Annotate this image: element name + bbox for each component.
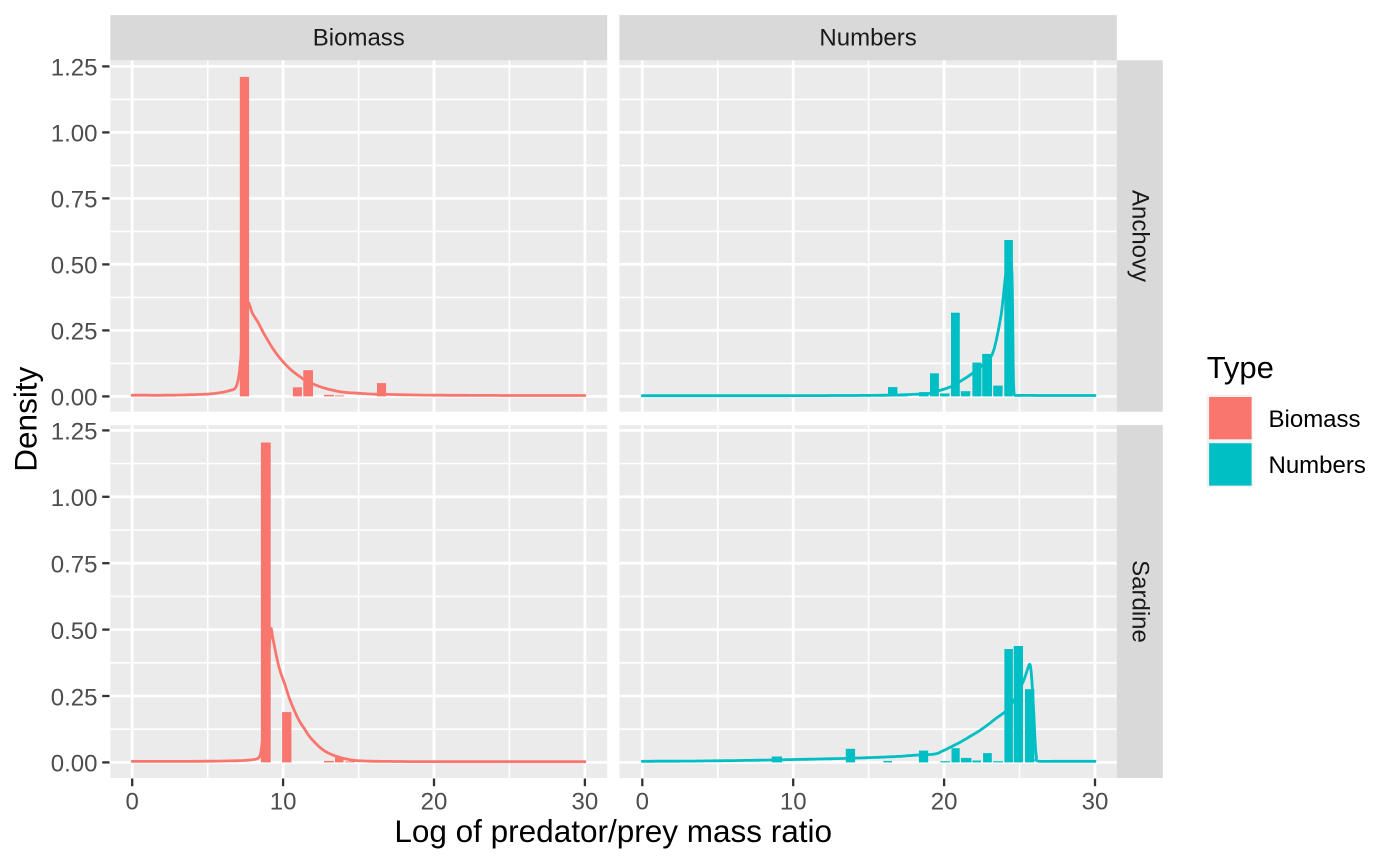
svg-text:0: 0 bbox=[636, 788, 649, 815]
svg-text:0.50: 0.50 bbox=[51, 618, 98, 645]
svg-text:Density: Density bbox=[8, 366, 44, 471]
svg-text:Biomass: Biomass bbox=[313, 24, 405, 51]
svg-text:0.25: 0.25 bbox=[51, 684, 98, 711]
svg-text:Type: Type bbox=[1207, 350, 1274, 385]
svg-text:30: 30 bbox=[572, 788, 599, 815]
svg-text:20: 20 bbox=[421, 788, 448, 815]
svg-text:10: 10 bbox=[270, 788, 297, 815]
svg-text:20: 20 bbox=[931, 788, 958, 815]
svg-text:10: 10 bbox=[780, 788, 807, 815]
svg-text:0.25: 0.25 bbox=[51, 319, 98, 346]
svg-text:1.00: 1.00 bbox=[51, 485, 98, 512]
svg-text:Anchovy: Anchovy bbox=[1126, 190, 1153, 282]
svg-text:0.50: 0.50 bbox=[51, 253, 98, 280]
svg-text:0.00: 0.00 bbox=[51, 385, 98, 412]
svg-text:1.25: 1.25 bbox=[51, 419, 98, 446]
svg-text:0: 0 bbox=[126, 788, 139, 815]
svg-text:Log of predator/prey mass rati: Log of predator/prey mass ratio bbox=[394, 813, 832, 849]
svg-text:1.25: 1.25 bbox=[51, 55, 98, 82]
svg-text:0.75: 0.75 bbox=[51, 552, 98, 579]
svg-text:Numbers: Numbers bbox=[819, 24, 916, 51]
svg-text:1.00: 1.00 bbox=[51, 121, 98, 148]
svg-text:Sardine: Sardine bbox=[1126, 560, 1153, 643]
svg-text:30: 30 bbox=[1082, 788, 1109, 815]
svg-text:0.00: 0.00 bbox=[51, 751, 98, 778]
svg-text:0.75: 0.75 bbox=[51, 187, 98, 214]
svg-text:Biomass: Biomass bbox=[1269, 406, 1361, 433]
svg-text:Numbers: Numbers bbox=[1269, 452, 1366, 479]
